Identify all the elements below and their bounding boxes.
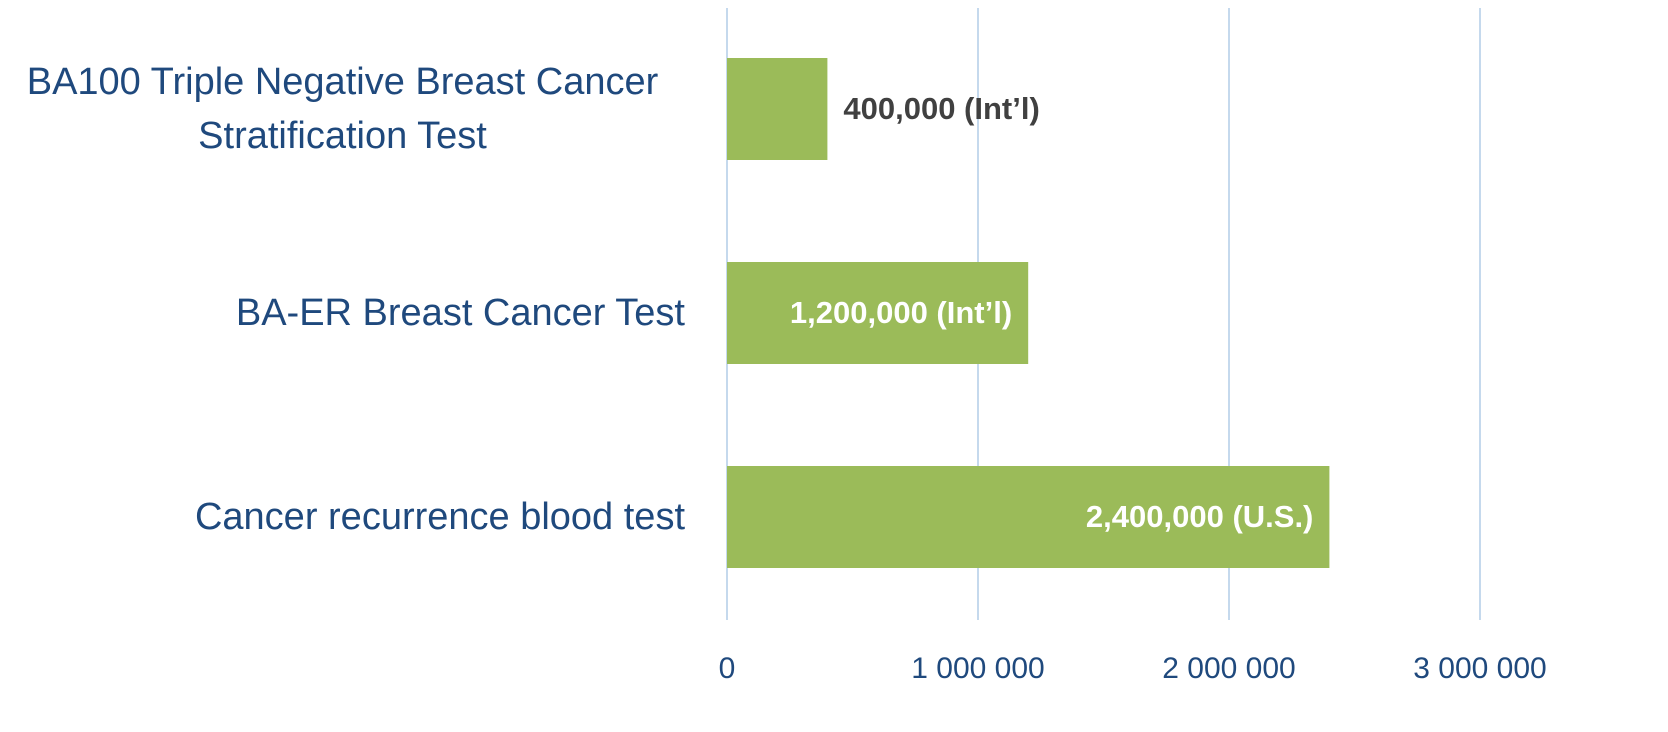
- x-tick-label: 0: [719, 652, 736, 685]
- data-label: 2,400,000 (U.S.): [1086, 499, 1313, 534]
- y-tick-label: Cancer recurrence blood test: [194, 496, 685, 538]
- bar: [727, 262, 1029, 364]
- data-label: 400,000 (Int’l): [843, 91, 1039, 126]
- x-tick-label: 1 000 000: [911, 652, 1044, 685]
- y-tick-label: BA100 Triple Negative Breast Cancer Stra…: [26, 61, 659, 157]
- x-tick-label: 3 000 000: [1413, 652, 1546, 685]
- bar: [727, 466, 1330, 568]
- x-tick-label: 2 000 000: [1162, 652, 1295, 685]
- bar: [727, 58, 828, 160]
- data-label: 1,200,000 (Int’l): [790, 295, 1012, 330]
- y-tick-label: BA-ER Breast Cancer Test: [235, 292, 685, 334]
